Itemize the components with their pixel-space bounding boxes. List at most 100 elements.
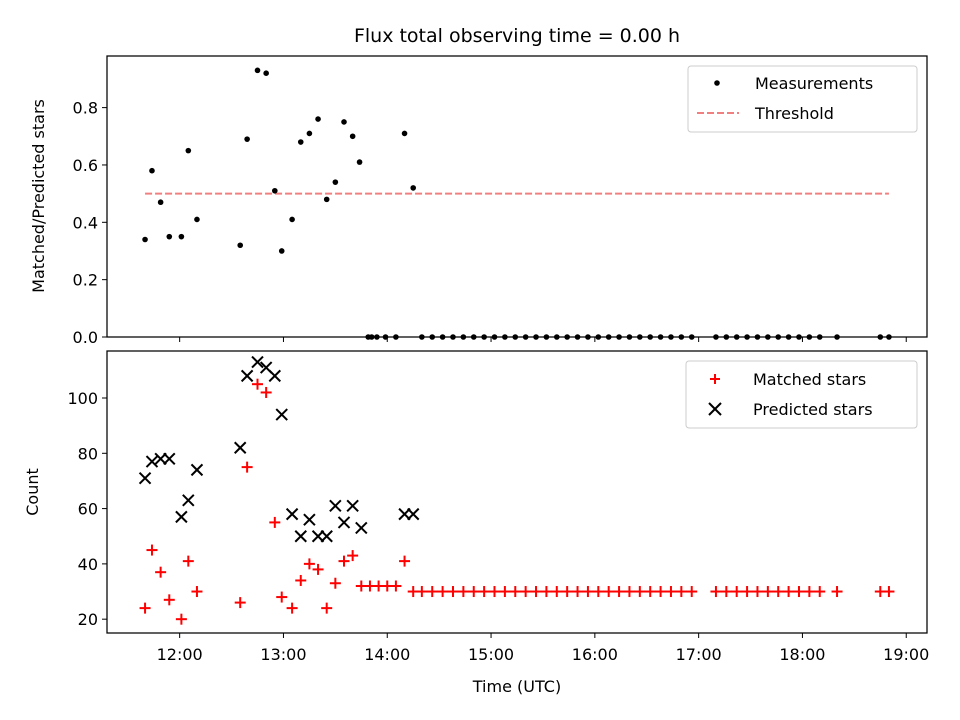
count-x-tick-label: 12:00: [157, 645, 203, 664]
matched-star-marker: [741, 586, 753, 598]
measurement-point: [429, 334, 436, 340]
predicted-star-marker: [240, 369, 254, 383]
measurement-point: [368, 334, 375, 340]
ratio-y-tick-label: 0.8: [73, 99, 98, 118]
predicted-star-marker: [182, 494, 195, 507]
count-x-tick-label: 19:00: [883, 645, 929, 664]
matched-star-marker: [762, 586, 774, 598]
measurements-series: [142, 67, 892, 340]
matched-star-marker: [634, 586, 646, 598]
measurement-point: [765, 334, 771, 340]
matched-star-marker: [686, 586, 698, 598]
ratio-legend: Measurements Threshold: [687, 65, 918, 133]
predicted-star-marker: [190, 463, 204, 477]
matched-star-marker: [260, 386, 272, 398]
matched-star-marker: [139, 602, 151, 614]
predicted-star-marker-b: [355, 521, 368, 535]
matched-star-marker: [399, 555, 411, 567]
count-y-tick-label: 100: [67, 389, 98, 408]
matched-star-marker: [182, 555, 194, 567]
matched-star-marker: [252, 378, 264, 390]
predicted-star-marker: [175, 510, 188, 524]
measurement-point: [816, 334, 823, 340]
matched-star-marker: [447, 586, 459, 598]
matched-star-marker: [814, 586, 826, 598]
count-legend-box: [685, 360, 918, 429]
predicted-star-marker: [285, 507, 299, 521]
matched-star-marker: [793, 586, 805, 598]
predicted-star-marker-b: [346, 499, 359, 513]
ratio-y-tick-label: 0.2: [73, 271, 98, 290]
matched-stars-series: [139, 378, 895, 625]
predicted-star-marker-b: [337, 516, 351, 529]
matched-star-marker: [276, 591, 288, 603]
count-y-axis-label: Count: [23, 468, 42, 516]
matched-star-marker: [234, 597, 246, 609]
measurement-point: [315, 116, 321, 122]
matched-star-marker: [489, 586, 501, 598]
matched-star-marker: [457, 586, 469, 598]
predicted-star-marker-b: [163, 452, 176, 466]
count-x-tick-label: 16:00: [572, 645, 618, 664]
count-x-tick-label: 14:00: [364, 645, 410, 664]
matched-star-marker: [303, 558, 315, 570]
measurement-point: [657, 334, 664, 340]
predicted-star-marker: [163, 452, 176, 466]
predicted-star-marker: [303, 513, 316, 526]
predicted-star-marker: [320, 530, 333, 543]
matched-star-marker: [710, 586, 722, 598]
ratio-y-tick-label: 0.4: [73, 213, 98, 232]
predicted-star-marker-b: [268, 369, 282, 383]
predicted-star-marker: [145, 455, 159, 468]
measurement-point: [834, 334, 840, 340]
count-x-axis-label: Time (UTC): [472, 677, 561, 696]
predicted-star-marker-b: [138, 471, 152, 485]
matched-star-marker: [783, 586, 795, 598]
predicted-star-marker: [337, 516, 351, 529]
legend-predicted-marker: [708, 402, 722, 416]
matched-star-marker: [426, 586, 438, 598]
count-x-ticks: 12:00 13:00 14:00 15:00 16:00 17:00 18:00 19:00: [157, 633, 929, 664]
predicted-star-marker-b: [240, 369, 254, 383]
legend-matched-marker: [710, 374, 720, 384]
measurement-point: [410, 185, 417, 191]
measurement-point: [543, 334, 550, 340]
matched-star-marker: [772, 586, 784, 598]
measurement-point: [877, 334, 884, 340]
matched-star-marker: [720, 586, 732, 598]
matched-star-marker: [191, 586, 203, 598]
predicted-star-marker: [355, 521, 368, 535]
measurement-point: [647, 334, 654, 340]
measurement-point: [382, 334, 389, 340]
matched-star-marker: [163, 594, 175, 606]
matched-star-marker: [655, 586, 667, 598]
count-y-tick-label: 60: [78, 500, 98, 519]
measurement-point: [194, 216, 200, 223]
measurement-point: [512, 334, 519, 340]
matched-star-marker: [416, 586, 428, 598]
measurement-point: [450, 334, 456, 340]
measurement-point: [149, 167, 155, 174]
predicted-star-marker-b: [259, 361, 273, 374]
matched-star-marker: [338, 555, 350, 567]
ratio-x-ticks: [179, 337, 907, 342]
predicted-star-marker-b: [251, 355, 264, 369]
count-x-tick-label: 13:00: [260, 645, 306, 664]
legend-measurements-marker: [714, 80, 720, 86]
measurement-point: [254, 67, 261, 74]
measurement-point: [332, 179, 339, 185]
matched-star-marker: [592, 586, 604, 598]
count-y-tick-label: 40: [78, 555, 98, 574]
predicted-star-marker-b: [175, 510, 188, 524]
matched-star-marker: [520, 586, 532, 598]
matched-star-marker: [831, 586, 843, 598]
legend-threshold-label: Threshold: [754, 104, 834, 123]
matched-star-marker: [321, 602, 333, 614]
matched-star-marker: [644, 586, 656, 598]
measurement-point: [289, 216, 295, 223]
legend-predicted-label: Predicted stars: [753, 400, 873, 419]
matched-star-marker: [347, 550, 359, 562]
predicted-star-marker-b: [329, 499, 342, 513]
predicted-stars-series: [138, 355, 420, 543]
predicted-star-marker-b: [285, 507, 299, 521]
